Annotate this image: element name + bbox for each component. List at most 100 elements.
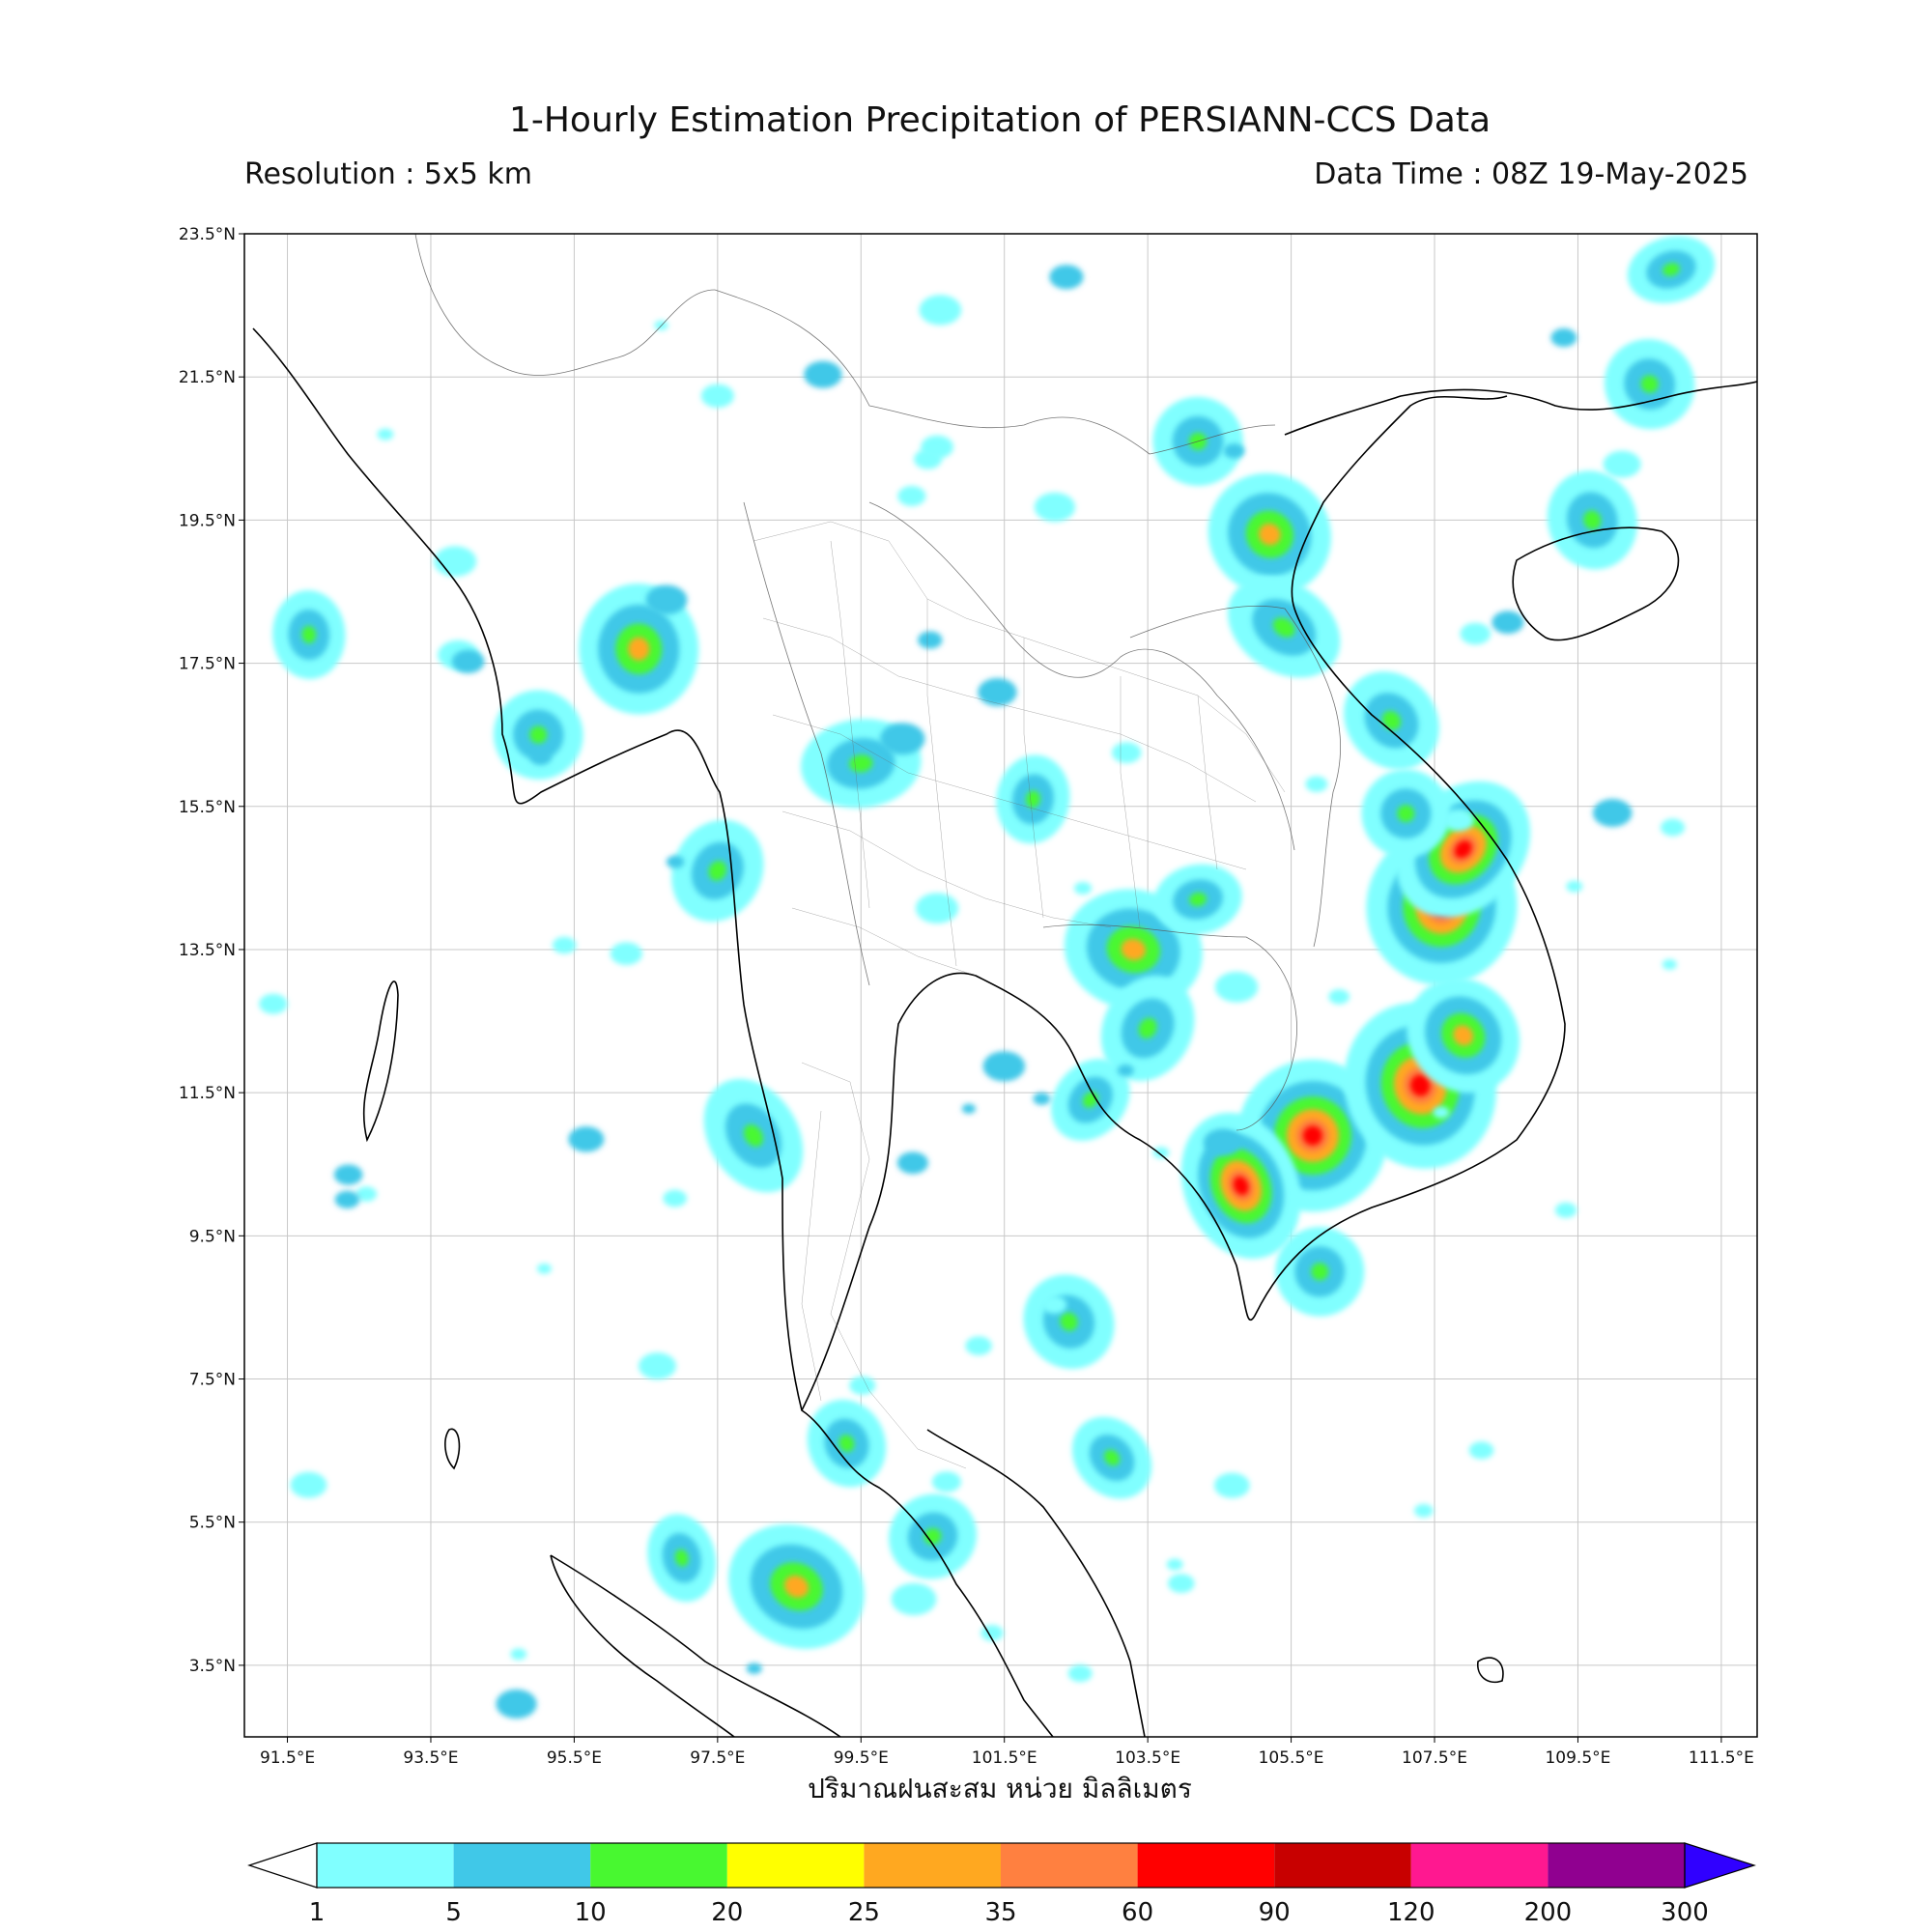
rain-speck xyxy=(1592,799,1633,828)
rain-contour xyxy=(923,1527,942,1546)
rain-cell xyxy=(579,583,699,715)
rain-cell xyxy=(1071,1416,1152,1499)
rain-contour xyxy=(1138,1017,1157,1039)
rain-speck xyxy=(663,1189,688,1208)
rain-speck xyxy=(1223,443,1245,459)
lon-tick-label: 95.5°E xyxy=(547,1748,602,1768)
lat-tick-label: 7.5°N xyxy=(189,1371,236,1390)
rain-speck xyxy=(1566,880,1583,893)
rain-cell xyxy=(807,1399,887,1488)
rain-speck xyxy=(1041,1295,1067,1314)
rain-speck xyxy=(1662,958,1677,970)
rain-speck xyxy=(377,428,394,440)
rain-speck xyxy=(666,855,685,868)
rain-speck xyxy=(1067,1664,1093,1683)
lat-tick-label: 11.5°N xyxy=(179,1084,236,1103)
coastline-andaman xyxy=(362,980,399,1143)
rain-speck xyxy=(434,546,477,577)
rain-contour xyxy=(743,1124,763,1148)
lon-tick-label: 109.5°E xyxy=(1545,1748,1610,1768)
colorbar-swatch xyxy=(590,1843,727,1888)
map-frame xyxy=(243,233,1758,1738)
rain-contour xyxy=(1272,617,1295,638)
rain-speck xyxy=(645,584,688,615)
rain-speck xyxy=(897,486,926,506)
rain-contour xyxy=(301,625,317,643)
lat-tick-label: 15.5°N xyxy=(179,798,236,817)
colorbar-label: 200 xyxy=(1524,1898,1573,1927)
rain-speck xyxy=(982,1051,1026,1082)
rain-cell xyxy=(1361,769,1451,858)
rain-contour xyxy=(1662,263,1680,276)
colorbar-label: 120 xyxy=(1387,1898,1435,1927)
lat-tick-label: 5.5°N xyxy=(189,1514,236,1533)
rain-speck xyxy=(568,1126,605,1152)
colorbar-label: 10 xyxy=(575,1898,607,1927)
coastline-gulf-of-thailand xyxy=(801,395,1566,1411)
rain-speck xyxy=(639,1352,677,1380)
colorbar-swatch xyxy=(1001,1843,1138,1888)
coastline-hainan xyxy=(1512,526,1680,641)
rain-contour xyxy=(1410,1074,1431,1096)
rain-contour xyxy=(1233,1176,1249,1196)
rain-contour xyxy=(1381,710,1402,730)
lon-tick-label: 105.5°E xyxy=(1259,1748,1324,1768)
rain-speck xyxy=(915,893,959,923)
border-thailand-laos xyxy=(868,501,1295,851)
rain-cell xyxy=(728,1523,865,1649)
lat-tick-label: 23.5°N xyxy=(179,225,236,244)
coastline-sumatra xyxy=(550,1554,841,1737)
rain-speck xyxy=(1214,971,1259,1003)
rain-speck xyxy=(1460,622,1492,645)
coastline-myanmar-thailand-west xyxy=(252,327,1054,1737)
lon-tick-label: 111.5°E xyxy=(1689,1748,1754,1768)
rain-speck xyxy=(1049,265,1084,290)
borders xyxy=(414,234,1342,1131)
rain-contour xyxy=(1025,790,1040,809)
colorbar-label: 1 xyxy=(309,1898,326,1927)
rain-cell xyxy=(1153,864,1242,935)
rain-speck xyxy=(290,1471,327,1498)
rain-speck xyxy=(1492,611,1524,635)
rain-cell xyxy=(1406,978,1520,1094)
rain-speck xyxy=(1203,1128,1242,1156)
rain-speck xyxy=(1442,809,1474,832)
resolution-label: Resolution : 5x5 km xyxy=(244,157,532,191)
colorbar: 1 5 10 20 25 35 60 90 120 200 300 xyxy=(247,1842,1756,1927)
data-time-label: Data Time : 08Z 19-May-2025 xyxy=(1314,157,1748,191)
rain-speck xyxy=(1117,1065,1134,1077)
rain-cell xyxy=(493,690,583,780)
rain-speck xyxy=(355,1186,378,1202)
rain-contour xyxy=(708,861,727,881)
rain-speck xyxy=(510,1648,527,1661)
coastline-nicobar xyxy=(444,1428,461,1470)
rain-speck xyxy=(1550,327,1577,348)
rain-speck xyxy=(1213,1472,1250,1498)
precipitation-layer xyxy=(259,236,1716,1719)
rain-speck xyxy=(914,449,942,469)
colorbar-label: 300 xyxy=(1661,1898,1709,1927)
rain-speck xyxy=(536,1263,552,1274)
colorbar-outline xyxy=(316,1842,1686,1889)
colorbar-swatch xyxy=(1548,1843,1685,1888)
coastlines xyxy=(252,327,1757,1737)
rain-cell xyxy=(1275,1227,1365,1317)
rain-contour xyxy=(1311,1263,1329,1281)
colorbar-label: 20 xyxy=(711,1898,743,1927)
rain-cell xyxy=(272,589,346,679)
rain-speck xyxy=(1305,776,1328,792)
rain-contour xyxy=(849,754,873,773)
rain-speck xyxy=(1152,1147,1170,1159)
rain-speck xyxy=(961,1103,977,1114)
lon-tick-label: 99.5°E xyxy=(834,1748,889,1768)
rain-contour xyxy=(1103,1449,1121,1466)
rain-speck xyxy=(1554,1202,1577,1218)
border-china-laos xyxy=(714,289,1276,455)
lon-tick-label: 103.5°E xyxy=(1115,1748,1180,1768)
colorbar-min-arrow xyxy=(247,1842,318,1889)
rain-speck xyxy=(1034,492,1076,523)
rain-cell xyxy=(1208,472,1332,596)
rain-speck xyxy=(804,360,842,388)
lat-tick-label: 9.5°N xyxy=(189,1227,236,1246)
map-background xyxy=(244,234,1757,1737)
